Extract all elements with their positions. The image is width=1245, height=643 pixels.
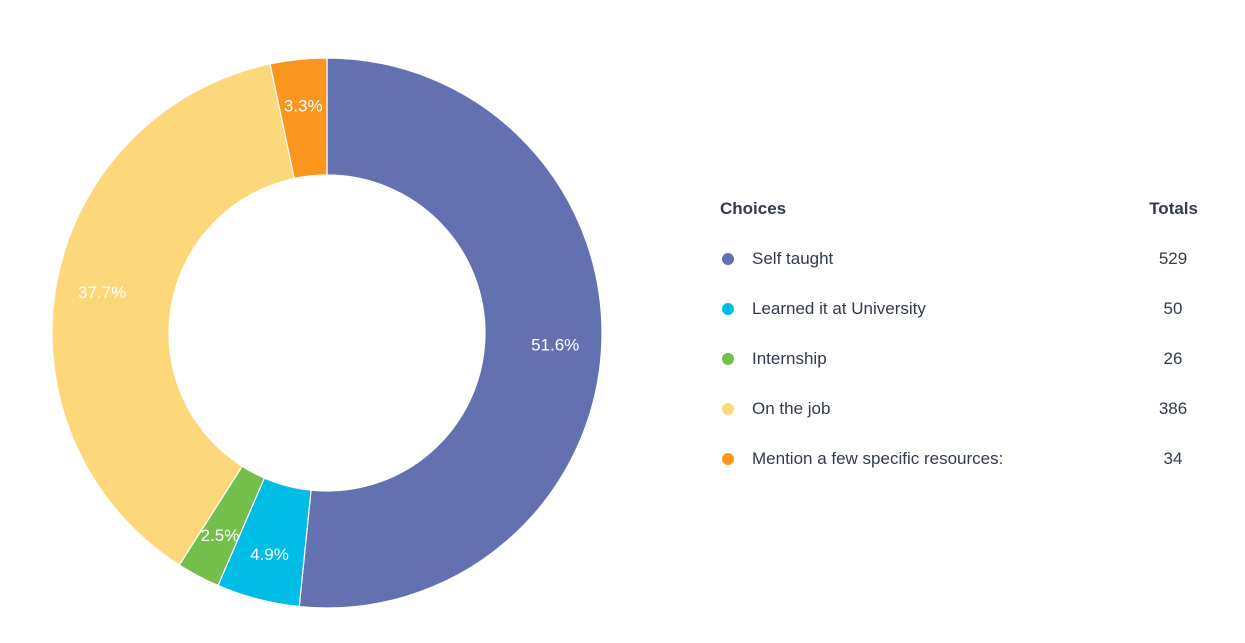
legend-header: Choices Totals [720,192,1200,226]
legend-row-internship: Internship 26 [720,334,1200,384]
legend-table: Choices Totals Self taught 529 Learned i… [720,192,1200,484]
legend-row-label: Mention a few specific resources: [752,449,1004,468]
legend-row-total: 50 [1163,299,1183,318]
legend-row-label: Learned it at University [752,299,926,318]
slice-label-internship: 2.5% [201,526,240,545]
slice-label-on-the-job: 37.7% [78,283,126,302]
legend-color-dot [722,453,734,465]
legend-row-total: 529 [1158,249,1188,268]
legend-color-dot [722,353,734,365]
donut-slice-labels: 51.6% 4.9% 2.5% 37.7% 3.3% [78,97,579,564]
slice-self-taught [298,57,603,609]
legend-row-resources: Mention a few specific resources: 34 [720,434,1200,484]
legend-row-total: 34 [1163,449,1183,468]
slice-label-self-taught: 51.6% [531,336,579,355]
slice-on-the-job [51,63,296,566]
slice-resources [269,57,328,180]
legend-row-total: 26 [1163,349,1183,368]
legend-row-self-taught: Self taught 529 [720,234,1200,284]
legend-color-dot [722,403,734,415]
legend-color-dot [722,303,734,315]
legend-row-label: Internship [752,349,827,368]
slice-label-university: 4.9% [250,545,289,564]
legend-row-on-the-job: On the job 386 [720,384,1200,434]
legend-row-university: Learned it at University 50 [720,284,1200,334]
donut-chart: 51.6% 4.9% 2.5% 37.7% 3.3% [51,57,603,609]
legend-color-dot [722,253,734,265]
legend-row-label: On the job [752,399,831,418]
donut-slices [51,57,603,609]
legend-header-totals: Totals [1149,199,1198,218]
legend-row-label: Self taught [752,249,834,268]
slice-label-resources: 3.3% [284,97,323,116]
legend-rows: Self taught 529 Learned it at University… [720,234,1200,484]
legend-row-total: 386 [1158,399,1188,418]
legend-header-choices: Choices [720,199,787,218]
